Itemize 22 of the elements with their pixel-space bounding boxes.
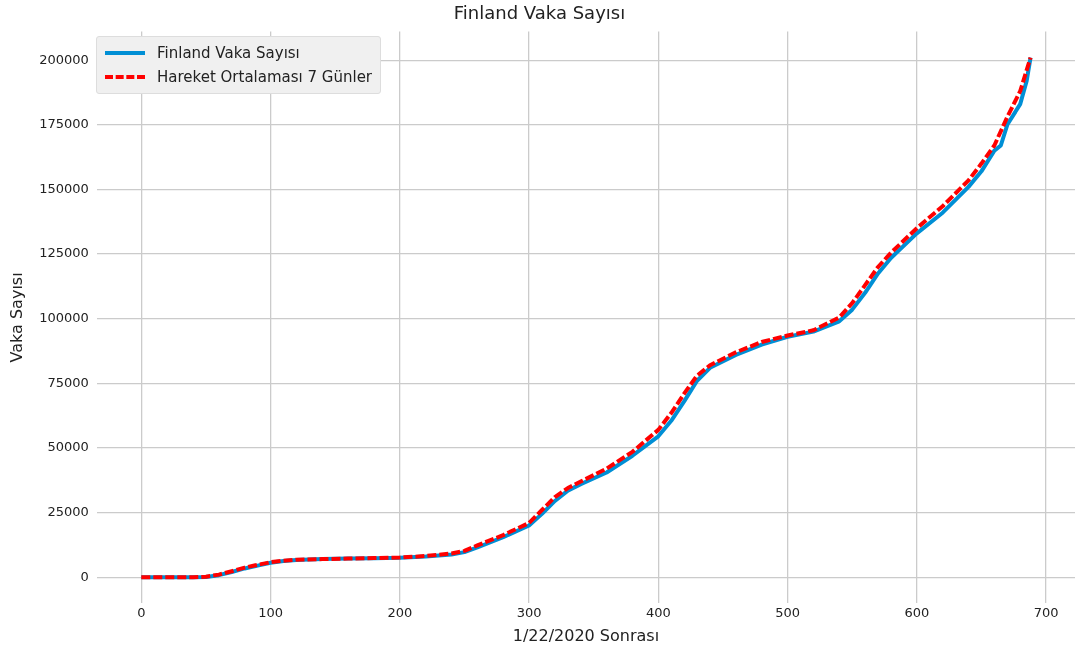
y-tick-label: 0 xyxy=(80,568,89,584)
x-axis-title: 1/22/2020 Sonrası xyxy=(512,625,660,645)
x-tick-label: 200 xyxy=(387,605,413,621)
x-tick-label: 500 xyxy=(775,605,800,621)
legend-label: Finland Vaka Sayısı xyxy=(157,44,300,62)
y-tick-label: 75000 xyxy=(47,374,89,390)
y-tick-label: 150000 xyxy=(39,180,89,196)
y-tick-label: 175000 xyxy=(39,116,89,132)
x-tick-label: 100 xyxy=(258,605,283,621)
x-tick-label: 600 xyxy=(904,605,930,621)
y-tick-label: 100000 xyxy=(39,310,89,326)
x-tick-label: 300 xyxy=(516,605,542,621)
legend-label: Hareket Ortalaması 7 Günler xyxy=(157,68,373,86)
y-tick-label: 50000 xyxy=(47,439,89,455)
y-tick-label: 200000 xyxy=(39,51,89,67)
x-tick-label: 400 xyxy=(645,605,671,621)
chart-title: Finland Vaka Sayısı xyxy=(453,2,626,24)
y-axis-title: Vaka Sayısı xyxy=(6,272,26,363)
y-tick-label: 125000 xyxy=(39,245,89,261)
x-tick-label: 0 xyxy=(137,605,146,621)
y-tick-label: 25000 xyxy=(47,503,89,519)
x-tick-label: 700 xyxy=(1033,605,1059,621)
